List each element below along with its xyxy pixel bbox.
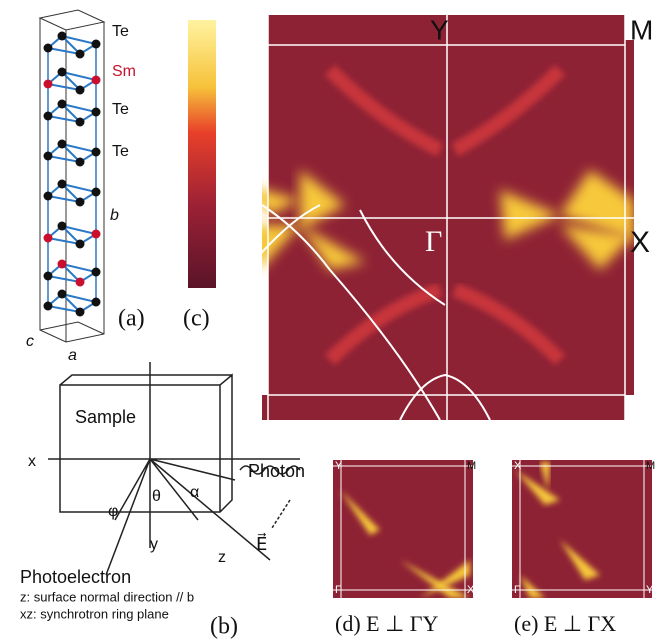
label: X <box>467 584 475 596</box>
label: a <box>68 347 77 364</box>
label: c <box>26 333 34 350</box>
colorbar <box>188 20 216 288</box>
sample <box>60 375 232 512</box>
bond <box>48 184 96 202</box>
label: (c) <box>183 306 210 332</box>
label: Y <box>430 14 449 45</box>
atom <box>92 268 101 277</box>
atom <box>92 76 101 85</box>
atom <box>92 148 101 157</box>
atom <box>76 50 85 59</box>
label: Te <box>112 143 129 160</box>
bond <box>48 144 96 162</box>
panel-a: Te Sm Te Te b c a (a) <box>26 10 145 364</box>
atom <box>44 112 53 121</box>
label: Y <box>646 584 654 596</box>
atom <box>76 86 85 95</box>
atom <box>58 100 67 109</box>
label: X <box>514 460 522 472</box>
label: Photon <box>248 461 305 481</box>
atom <box>58 222 67 231</box>
small-map <box>512 460 652 598</box>
label: M <box>630 14 653 45</box>
label: x <box>28 453 36 470</box>
atom <box>44 44 53 53</box>
atom <box>92 108 101 117</box>
map-area <box>512 460 652 598</box>
e-field <box>272 500 290 528</box>
label: Te <box>112 101 129 118</box>
panel-de: Y M Γ X (d) E ⊥ ΓY X M Γ Y (e) E ⊥ ΓX <box>333 460 655 636</box>
atom <box>58 68 67 77</box>
small-map <box>333 460 473 598</box>
atom <box>76 308 85 317</box>
label: Sample <box>75 407 136 427</box>
atom <box>92 40 101 49</box>
atom <box>76 158 85 167</box>
label: (e) E ⊥ ΓX <box>514 611 616 636</box>
label: Γ <box>425 225 442 258</box>
label: θ <box>152 488 161 505</box>
label: (b) <box>210 614 238 640</box>
atom <box>58 32 67 41</box>
label: b <box>110 207 119 224</box>
atom <box>44 272 53 281</box>
label: Y <box>335 460 343 472</box>
label: Sm <box>112 63 136 80</box>
label: α <box>190 484 199 501</box>
label: z: surface normal direction // b <box>20 589 194 604</box>
atom <box>44 80 53 89</box>
atom <box>44 302 53 311</box>
atom <box>44 152 53 161</box>
bond <box>48 36 96 54</box>
label: M <box>467 460 476 472</box>
bond <box>48 72 96 90</box>
label: Γ <box>335 584 341 596</box>
figure: Te Sm Te Te b c a (a) (c) Y M Γ X Sample x Photon φ θ α y… <box>0 0 669 641</box>
label: E⃗ <box>256 532 267 553</box>
label: (d) E ⊥ ΓY <box>335 611 438 636</box>
atom <box>76 198 85 207</box>
bond <box>48 226 96 244</box>
atom <box>44 192 53 201</box>
label: (a) <box>118 306 145 332</box>
bond <box>48 294 96 312</box>
label: X <box>630 226 650 259</box>
label: Γ <box>514 584 520 596</box>
panel-c: (c) Y M Γ X <box>183 14 653 420</box>
label: xz: synchrotron ring plane <box>20 606 169 621</box>
label: φ <box>108 503 118 520</box>
label: y <box>150 536 158 553</box>
atom <box>58 290 67 299</box>
label: Te <box>112 23 129 40</box>
atom <box>76 278 85 287</box>
bond <box>48 104 96 122</box>
atom <box>92 298 101 307</box>
atom <box>58 260 67 269</box>
atom <box>44 234 53 243</box>
atom <box>92 230 101 239</box>
atom <box>76 118 85 127</box>
atom <box>76 240 85 249</box>
atom <box>92 188 101 197</box>
unit-cell <box>40 10 104 342</box>
atom <box>58 140 67 149</box>
label: Photoelectron <box>20 567 131 587</box>
bond <box>48 264 96 282</box>
label: M <box>646 460 655 472</box>
label: z <box>218 549 226 566</box>
atom <box>58 180 67 189</box>
